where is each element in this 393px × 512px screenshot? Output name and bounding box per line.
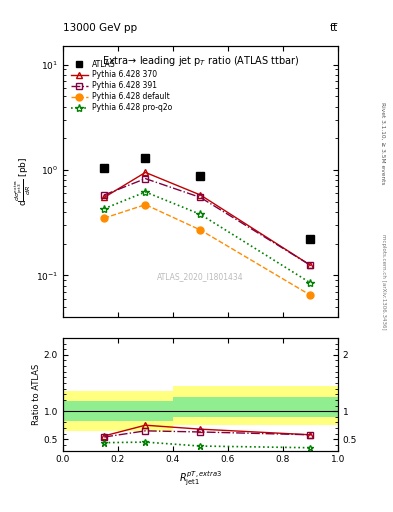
Text: mcplots.cern.ch [arXiv:1306.3436]: mcplots.cern.ch [arXiv:1306.3436]	[381, 234, 386, 329]
Text: Rivet 3.1.10, ≥ 3.5M events: Rivet 3.1.10, ≥ 3.5M events	[381, 102, 386, 185]
Text: 13000 GeV pp: 13000 GeV pp	[63, 23, 137, 33]
Legend: ATLAS, Pythia 6.428 370, Pythia 6.428 391, Pythia 6.428 default, Pythia 6.428 pr: ATLAS, Pythia 6.428 370, Pythia 6.428 39…	[70, 58, 173, 114]
Y-axis label: Ratio to ATLAS: Ratio to ATLAS	[32, 364, 41, 425]
Y-axis label: d$\frac{d\sigma_\mathrm{jet3}^\mathrm{extra}}{dR}$ [pb]: d$\frac{d\sigma_\mathrm{jet3}^\mathrm{ex…	[13, 157, 33, 206]
X-axis label: $R_\mathrm{jet1}^{pT,extra3}$: $R_\mathrm{jet1}^{pT,extra3}$	[179, 470, 222, 488]
Text: tt̅: tt̅	[330, 23, 338, 33]
Text: ATLAS_2020_I1801434: ATLAS_2020_I1801434	[157, 272, 244, 281]
Text: Extra→ leading jet p$_T$ ratio (ATLAS ttbar): Extra→ leading jet p$_T$ ratio (ATLAS tt…	[101, 54, 299, 68]
